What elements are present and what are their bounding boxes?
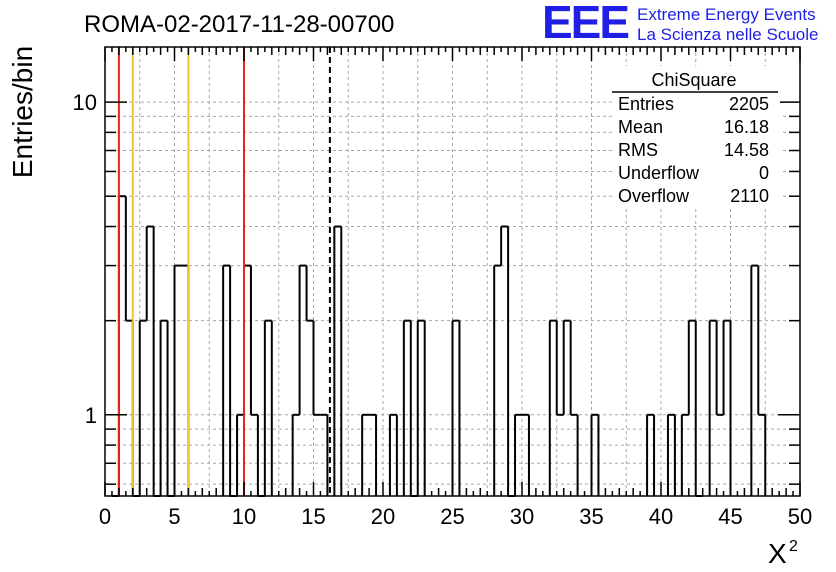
y-tick-label: 1 [85,403,97,428]
x-tick-label: 5 [168,504,180,529]
x-tick-label: 15 [301,504,325,529]
y-tick-label: 10 [73,90,97,115]
x-tick-label: 45 [718,504,742,529]
stats-row-value: 2110 [730,186,769,206]
stats-row-label: RMS [618,140,658,160]
axis-ticks: 0 5 10 15 20 25 30 35 40 45 50 1 10 [73,47,812,529]
x-tick-label: 10 [232,504,256,529]
stats-box-background [612,66,780,206]
x-tick-label: 25 [440,504,464,529]
stats-row-label: Entries [618,94,674,114]
chart-title: ROMA-02-2017-11-28-00700 [84,11,394,38]
x-axis-title-base: X [768,538,787,569]
logo-line-2: La Scienza nelle Scuole [637,25,818,44]
x-axis-title: X 2 [768,538,798,569]
stats-row-value: 0 [759,163,769,183]
logo-line-1: Extreme Energy Events [637,5,816,24]
stats-row-label: Overflow [618,186,690,206]
y-axis-title: Entries/bin [7,46,38,178]
x-tick-label: 50 [788,504,812,529]
x-tick-label: 20 [371,504,395,529]
x-tick-label: 40 [649,504,673,529]
x-axis-title-superscript: 2 [789,538,798,555]
stats-row-label: Mean [618,117,663,137]
histogram [111,195,767,497]
x-tick-label: 30 [510,504,534,529]
stats-title: ChiSquare [651,70,736,90]
logo-mark: EEE [542,0,628,48]
x-tick-label: 0 [99,504,111,529]
stats-box: ChiSquare Entries 2205 Mean 16.18 RMS 14.58 Un… [612,66,780,206]
logo: EEE Extreme Energy Events La Scienza nel… [542,0,818,48]
stats-row-value: 14.58 [724,140,769,160]
x-tick-label: 35 [579,504,603,529]
stats-row-value: 2205 [729,94,769,114]
reference-lines [117,47,331,496]
stats-row-value: 16.18 [724,117,769,137]
stats-row-label: Underflow [618,163,700,183]
stats-rows: Entries 2205 Mean 16.18 RMS 14.58 Underflow 0 Ov… [618,94,769,206]
